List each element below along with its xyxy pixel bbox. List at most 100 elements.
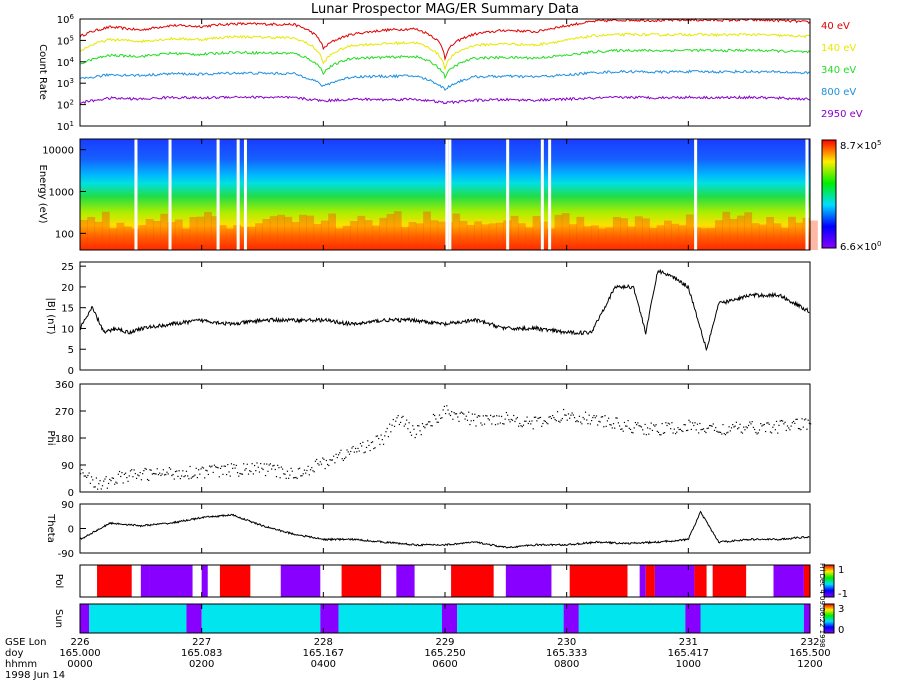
phi-point — [381, 439, 383, 441]
phi-point — [538, 417, 540, 419]
phi-point — [212, 471, 214, 474]
phi-point — [86, 476, 88, 479]
phi-point — [539, 416, 542, 419]
spectrogram-band — [204, 211, 212, 250]
phi-point — [684, 424, 686, 426]
phi-point — [204, 477, 206, 479]
phi-point — [356, 451, 358, 453]
phi-point — [329, 459, 331, 461]
phi-point — [615, 417, 617, 419]
phi-point — [469, 423, 471, 426]
phi-point — [460, 411, 463, 413]
spectrogram-data-gap — [506, 139, 510, 250]
phi-point — [417, 425, 419, 427]
phi-point — [497, 423, 499, 425]
phi-point — [471, 413, 473, 415]
spectrogram-band — [605, 227, 614, 250]
spectrogram-band — [744, 212, 753, 250]
phi-point — [312, 470, 314, 472]
phi-point — [153, 472, 155, 475]
phi-point — [676, 431, 678, 433]
phi-point — [339, 452, 341, 454]
phi-point — [780, 419, 782, 422]
phi-point — [559, 421, 561, 423]
spectrogram-band — [350, 221, 358, 250]
phi-point — [99, 480, 101, 482]
phi-point — [702, 428, 705, 430]
spectrogram-band — [620, 218, 628, 250]
phi-point — [364, 451, 366, 453]
phi-point — [734, 425, 736, 427]
count-rate-line-4 — [79, 69, 811, 91]
x-tick-doy: 165.417 — [668, 648, 709, 659]
phi-point — [165, 473, 167, 476]
phi-point — [611, 427, 613, 429]
spectrogram-band — [678, 225, 687, 250]
phi-point — [711, 425, 713, 427]
phi-point — [756, 433, 758, 435]
spectrogram-band — [612, 216, 621, 250]
phi-point — [693, 424, 695, 427]
phi-point — [193, 475, 195, 477]
phi-point — [206, 470, 208, 472]
phi-point — [398, 423, 400, 426]
phi-point — [671, 422, 673, 424]
phi-point — [603, 426, 605, 428]
phi-point — [275, 476, 278, 478]
phi-point — [129, 470, 132, 472]
phi-point — [253, 464, 256, 467]
phi-point — [554, 418, 556, 421]
phi-point — [288, 477, 290, 479]
phi-point — [723, 432, 725, 435]
phi-point — [252, 473, 254, 475]
phi-point — [150, 469, 152, 471]
phi-point — [258, 471, 261, 473]
phi-point — [95, 477, 98, 479]
phi-point — [125, 472, 127, 474]
phi-point — [578, 415, 581, 417]
sun-segment — [186, 604, 202, 633]
phi-point — [397, 415, 399, 417]
phi-point — [623, 421, 626, 424]
phi-point — [441, 417, 443, 419]
sun-segment — [338, 604, 442, 633]
phi-point — [412, 425, 414, 427]
spectrogram-band — [685, 214, 694, 250]
phi-point — [786, 425, 789, 427]
phi-point — [361, 445, 363, 447]
phi-point — [536, 420, 538, 422]
phi-point — [620, 428, 622, 430]
spectrogram-y-tick-label: 10000 — [42, 146, 74, 157]
phi-point — [234, 467, 236, 469]
phi-point — [431, 425, 433, 427]
spectrogram-band — [415, 223, 424, 250]
phi-point — [465, 415, 467, 417]
phi-point — [404, 423, 407, 425]
phi-point — [544, 420, 546, 423]
phi-point — [301, 475, 303, 477]
phi-point — [637, 422, 639, 424]
phi-point — [430, 425, 432, 427]
spectrogram-band — [109, 228, 117, 250]
phi-point — [434, 414, 436, 417]
phi-point — [665, 422, 667, 424]
phi-point — [771, 432, 773, 434]
phi-point — [477, 415, 480, 417]
phi-point — [792, 420, 795, 423]
phi-point — [626, 425, 628, 427]
phi-point — [326, 463, 329, 466]
spectrogram-band — [299, 214, 307, 250]
phi-point — [121, 472, 123, 474]
sun-y-label: Sun — [53, 609, 64, 628]
polarity-segment — [396, 565, 415, 597]
spectrogram-data-gap — [448, 139, 452, 250]
phi-point — [492, 416, 494, 418]
phi-point — [758, 429, 761, 431]
phi-point — [211, 465, 213, 467]
phi-point — [365, 446, 368, 449]
phi-point — [191, 476, 194, 478]
phi-point — [120, 475, 122, 478]
phi-point — [474, 413, 476, 415]
phi-point — [746, 427, 748, 429]
phi-point — [482, 415, 484, 417]
